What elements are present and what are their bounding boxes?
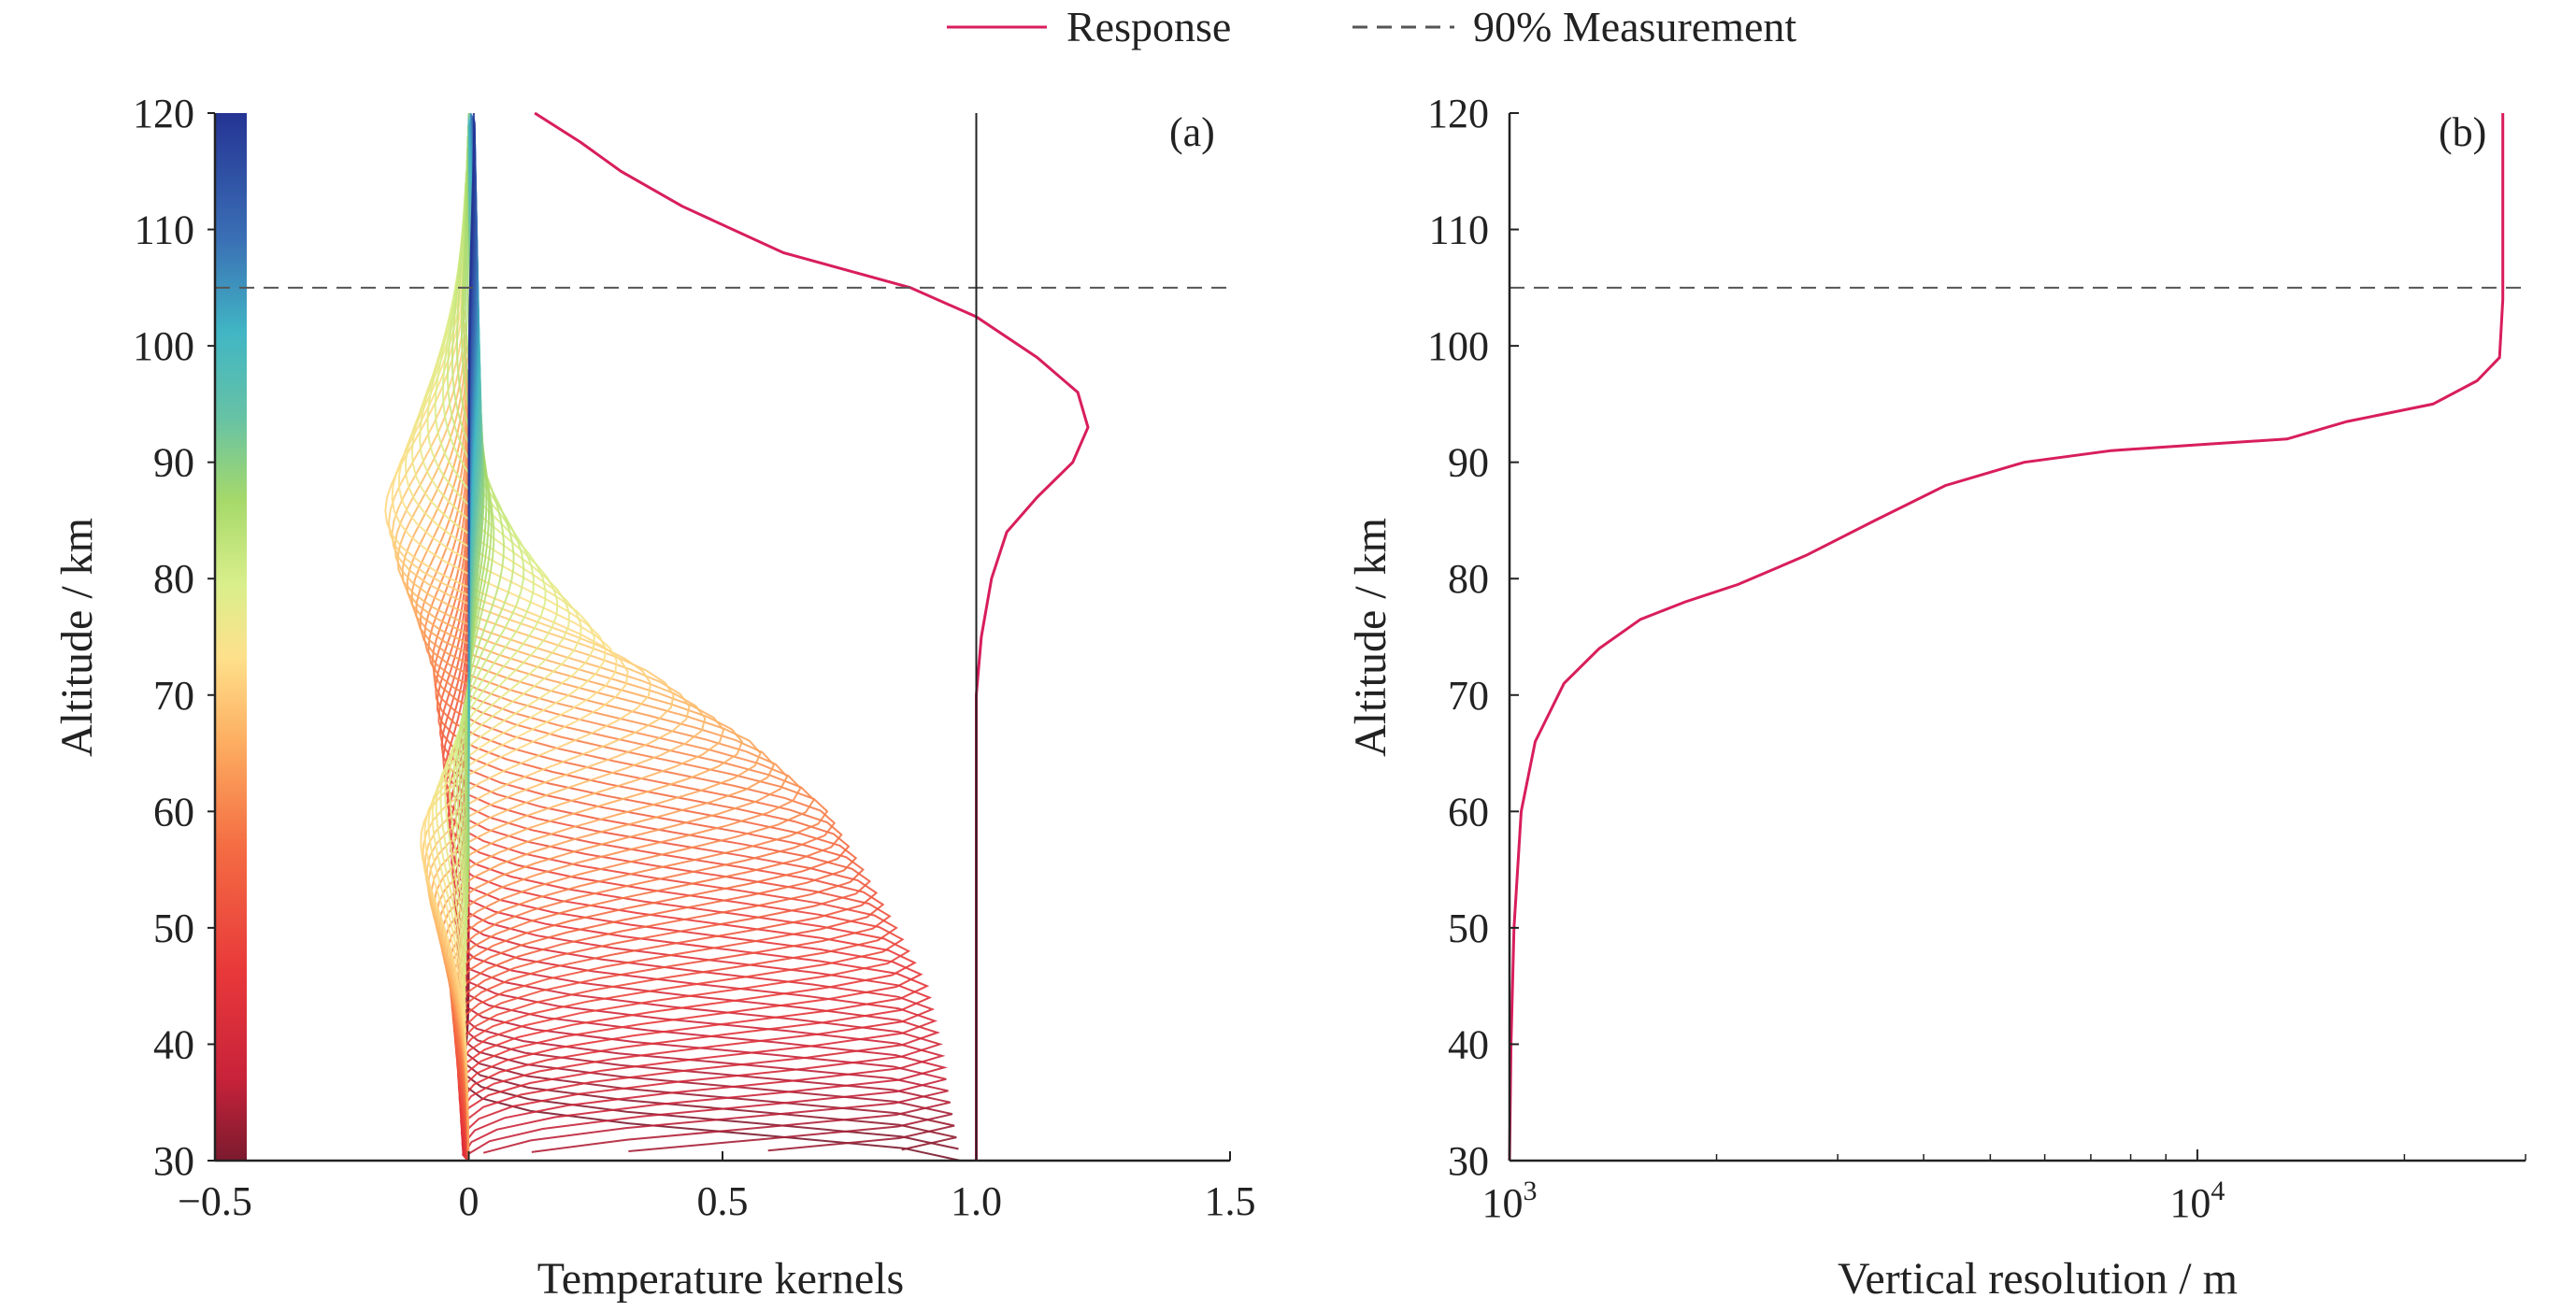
panel-b-y-axis-label: Altitude / km [1346, 518, 1395, 757]
kernel-line [464, 135, 491, 882]
kernel-line [391, 287, 618, 1034]
panel-a: −0.5 0 0.5 1.0 1.5 30 40 50 60 70 80 90 100 110 120 (a… [52, 91, 1256, 1304]
panel-b: 103 104 30 40 50 60 70 80 90 100 110 120 (b) Vertic… [1346, 91, 2526, 1304]
panel-a-y-tick-label: 110 [135, 207, 194, 253]
panel-a-y-tick-label: 50 [153, 906, 194, 951]
kernel-lines [384, 112, 961, 1162]
panel-a-y-tick-label: 120 [133, 91, 194, 136]
panel-a-x-tick-label: 1.5 [1205, 1178, 1256, 1224]
kernel-line [404, 264, 595, 1010]
panel-b-y-tick-label: 80 [1448, 556, 1489, 602]
kernel-line [435, 462, 843, 1158]
kernel-line [396, 346, 707, 1091]
panel-a-y-tick-label: 40 [153, 1021, 194, 1067]
panel-b-y-tick-label: 100 [1427, 323, 1489, 369]
kernel-line [426, 229, 559, 975]
kernel-line [434, 218, 547, 963]
panel-b-y-tick-label: 90 [1448, 440, 1489, 486]
panel-a-y-tick-label: 60 [153, 789, 194, 834]
legend-measurement-label: 90% Measurement [1473, 3, 1796, 50]
panel-b-x-tick-label: 104 [2169, 1176, 2225, 1226]
kernel-line [451, 613, 930, 1161]
kernel-line [446, 194, 525, 940]
kernel-line [451, 182, 515, 928]
panel-a-y-tick-label: 70 [153, 673, 194, 719]
panel-a-y-tick-label: 100 [133, 323, 194, 369]
panel-b-x-tick-label: 103 [1482, 1176, 1538, 1226]
panel-b-y-tick-label: 70 [1448, 673, 1489, 719]
panel-b-y-tick-label: 120 [1427, 91, 1489, 136]
panel-a-y-tick-label: 90 [153, 440, 194, 486]
panel-a-y-tick-label: 80 [153, 556, 194, 602]
kernel-line [401, 357, 725, 1103]
panel-b-label: (b) [2439, 109, 2486, 155]
panel-b-response-line [1508, 113, 2505, 1162]
kernel-line [467, 113, 475, 486]
legend-response-label: Response [1066, 3, 1231, 50]
legend: Response 90% Measurement [947, 3, 1796, 50]
panel-a-x-axis-label: Temperature kernels [537, 1254, 904, 1304]
panel-a-y-tick-label: 30 [153, 1138, 194, 1184]
panel-b-y-tick-label: 30 [1448, 1138, 1489, 1184]
kernel-line [391, 322, 675, 1068]
colorbar [215, 113, 247, 1161]
kernel-line [455, 171, 506, 917]
kernel-line [441, 206, 535, 951]
kernel-line [397, 276, 607, 1021]
panel-a-x-tick-label: 0 [459, 1178, 479, 1224]
panel-a-y-axis-label: Altitude / km [52, 518, 102, 757]
kernel-line [433, 450, 837, 1159]
kernel-line [461, 159, 495, 906]
panel-b-y-tick-label: 50 [1448, 906, 1489, 951]
kernel-line [462, 148, 493, 893]
panel-b-y-tick-label: 40 [1448, 1021, 1489, 1067]
panel-b-y-tick-label: 60 [1448, 789, 1489, 834]
panel-a-response-line [534, 111, 1090, 1161]
panel-b-y-tick-label: 110 [1429, 207, 1489, 253]
panel-a-x-tick-label: −0.5 [178, 1178, 252, 1224]
panel-a-x-tick-label: 0.5 [697, 1178, 749, 1224]
panel-a-label: (a) [1169, 109, 1215, 155]
panel-b-x-axis-label: Vertical resolution / m [1838, 1254, 2238, 1304]
kernel-line [384, 299, 629, 1045]
panel-a-x-tick-label: 1.0 [951, 1178, 1002, 1224]
